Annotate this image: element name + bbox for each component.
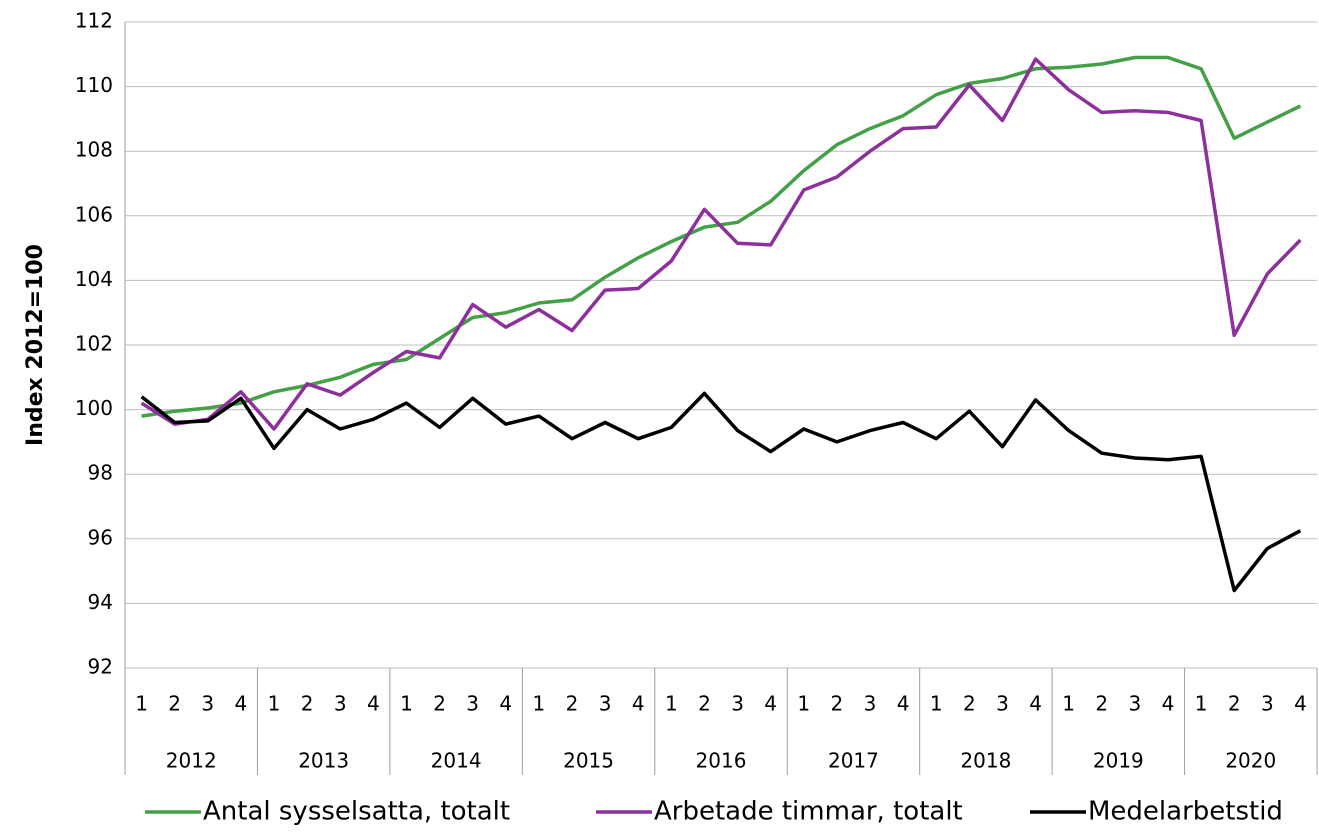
series-line: [140, 57, 1302, 431]
y-tick-label: 102: [75, 332, 113, 356]
x-tick-label: 2: [301, 692, 314, 716]
x-tick-label: 4: [897, 692, 910, 716]
x-tick-label: 2: [1095, 692, 1108, 716]
x-tick-label: 3: [1129, 692, 1142, 716]
series-line: [140, 391, 1302, 593]
y-tick-label: 96: [88, 525, 113, 549]
x-tick-label: 4: [367, 692, 380, 716]
x-group-label: 2019: [1093, 749, 1144, 773]
x-group-label: 2016: [696, 749, 747, 773]
x-tick-label: 1: [1062, 692, 1075, 716]
x-tick-label: 4: [632, 692, 645, 716]
x-tick-label: 4: [1162, 692, 1175, 716]
y-tick-label: 110: [75, 73, 113, 97]
x-tick-label: 2: [698, 692, 711, 716]
x-tick-label: 4: [1294, 692, 1307, 716]
x-group-label: 2018: [960, 749, 1011, 773]
x-tick-label: 1: [135, 692, 148, 716]
x-tick-label: 2: [566, 692, 579, 716]
x-tick-label: 1: [1195, 692, 1208, 716]
x-group-label: 2013: [298, 749, 349, 773]
x-tick-label: 3: [201, 692, 214, 716]
x-tick-label: 2: [433, 692, 446, 716]
x-tick-label: 3: [334, 692, 347, 716]
y-axis-label: Index 2012=100: [23, 244, 48, 446]
x-tick-label: 1: [533, 692, 546, 716]
x-tick-label: 1: [930, 692, 943, 716]
x-group-label: 2020: [1225, 749, 1276, 773]
y-tick-label: 108: [75, 138, 113, 162]
y-tick-label: 100: [75, 396, 113, 420]
x-group-label: 2017: [828, 749, 879, 773]
y-tick-label: 106: [75, 202, 113, 226]
y-tick-label: 94: [88, 590, 113, 614]
x-tick-label: 3: [731, 692, 744, 716]
x-tick-label: 3: [1261, 692, 1274, 716]
x-tick-label: 4: [764, 692, 777, 716]
x-tick-label: 3: [864, 692, 877, 716]
y-tick-label: 98: [88, 461, 113, 485]
x-group-label: 2014: [431, 749, 482, 773]
y-tick-label: 112: [75, 9, 113, 33]
x-tick-label: 2: [1228, 692, 1241, 716]
x-tick-label: 2: [963, 692, 976, 716]
x-tick-label: 4: [235, 692, 248, 716]
y-tick-label: 92: [88, 655, 113, 679]
x-tick-label: 1: [400, 692, 413, 716]
x-tick-label: 2: [168, 692, 181, 716]
x-tick-label: 1: [797, 692, 810, 716]
x-tick-label: 4: [499, 692, 512, 716]
x-tick-label: 3: [599, 692, 612, 716]
y-tick-label: 104: [75, 267, 113, 291]
x-group-label: 2015: [563, 749, 614, 773]
x-tick-label: 2: [831, 692, 844, 716]
legend-label: Arbetade timmar, totalt: [654, 797, 963, 827]
legend-label: Antal sysselsatta, totalt: [203, 797, 510, 827]
x-tick-label: 1: [268, 692, 281, 716]
x-group-label: 2012: [166, 749, 217, 773]
x-tick-label: 1: [665, 692, 678, 716]
x-tick-label: 4: [1029, 692, 1042, 716]
x-tick-label: 3: [466, 692, 479, 716]
legend-label: Medelarbetstid: [1088, 797, 1283, 827]
x-tick-label: 3: [996, 692, 1009, 716]
